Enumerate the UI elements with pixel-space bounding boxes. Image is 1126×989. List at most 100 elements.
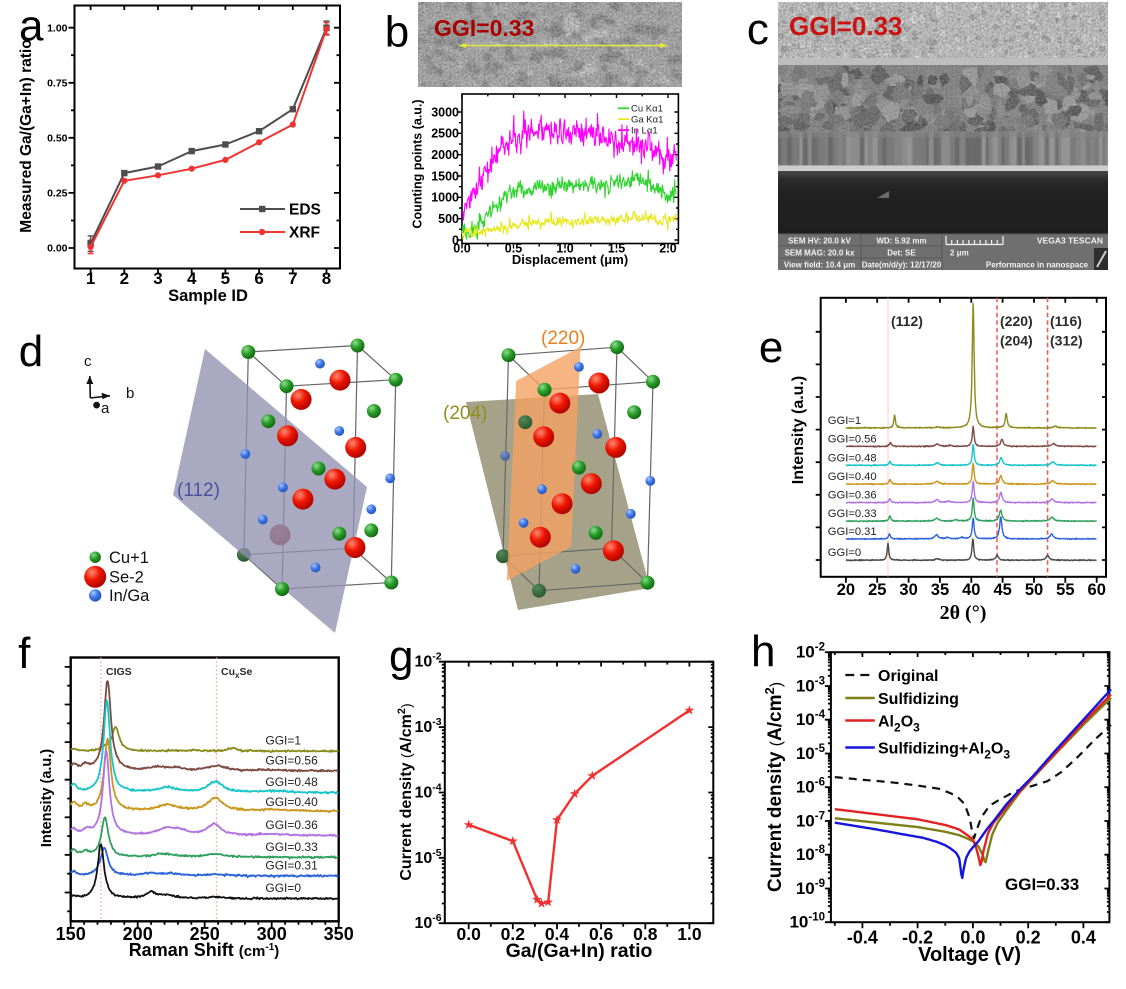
svg-text:(116): (116): [1050, 313, 1082, 329]
svg-text:0.00: 0.00: [47, 243, 68, 255]
svg-text:GGI=0.33: GGI=0.33: [789, 11, 902, 41]
svg-text:GGI=0.33: GGI=0.33: [828, 508, 877, 520]
svg-text:In Lα1: In Lα1: [631, 125, 658, 136]
svg-text:8: 8: [322, 269, 331, 288]
svg-text:VEGA3 TESCAN: VEGA3 TESCAN: [1037, 236, 1103, 246]
svg-text:2 μm: 2 μm: [950, 249, 969, 258]
svg-text:Current density (A/cm2): Current density (A/cm2): [762, 682, 786, 892]
svg-text:-0.2: -0.2: [902, 927, 933, 947]
svg-text:EDS: EDS: [289, 202, 321, 219]
svg-text:1.0: 1.0: [677, 924, 702, 944]
svg-text:Cu Kα1: Cu Kα1: [631, 104, 663, 115]
svg-text:c: c: [84, 353, 92, 370]
svg-text:0.75: 0.75: [47, 77, 68, 89]
svg-text:3: 3: [153, 269, 162, 288]
svg-text:GGI=0.40: GGI=0.40: [828, 471, 877, 483]
svg-text:0.6: 0.6: [589, 924, 614, 944]
svg-text:Date(m/d/y): 12/17/20: Date(m/d/y): 12/17/20: [862, 261, 942, 270]
svg-text:e: e: [759, 323, 783, 372]
svg-text:5: 5: [221, 269, 230, 288]
svg-text:25: 25: [868, 581, 886, 599]
svg-text:150: 150: [56, 924, 86, 944]
svg-text:35: 35: [931, 581, 949, 599]
svg-text:7: 7: [288, 269, 297, 288]
svg-text:Raman Shift (cm-1): Raman Shift (cm-1): [129, 940, 280, 960]
svg-text:350: 350: [324, 924, 354, 944]
svg-text:Det: SE: Det: SE: [887, 249, 916, 258]
svg-text:1.0: 1.0: [556, 242, 573, 256]
svg-text:Ga/(Ga+In) ratio: Ga/(Ga+In) ratio: [506, 940, 653, 962]
svg-text:0.8: 0.8: [633, 924, 658, 944]
svg-text:4: 4: [187, 269, 197, 288]
svg-text:Sulfidizing+Al2O3: Sulfidizing+Al2O3: [878, 741, 1010, 762]
svg-text:GGI=0.56: GGI=0.56: [828, 433, 877, 445]
svg-text:500: 500: [438, 212, 459, 226]
svg-text:GGI=0.31: GGI=0.31: [265, 859, 318, 873]
svg-text:250: 250: [190, 924, 220, 944]
svg-text:Sulfidizing: Sulfidizing: [878, 691, 959, 708]
svg-text:0.50: 0.50: [47, 133, 68, 145]
svg-text:f: f: [18, 629, 31, 678]
svg-text:1: 1: [86, 269, 95, 288]
svg-text:45: 45: [993, 581, 1011, 599]
svg-text:2: 2: [120, 269, 129, 288]
svg-text:SEM MAG: 20.0 kx: SEM MAG: 20.0 kx: [785, 249, 855, 258]
svg-text:GGI=0.56: GGI=0.56: [265, 754, 318, 768]
svg-text:0.2: 0.2: [1016, 927, 1041, 947]
svg-text:Al2O3: Al2O3: [878, 714, 920, 735]
svg-text:d: d: [19, 327, 43, 376]
svg-text:40: 40: [962, 581, 980, 599]
svg-text:WD: 5.92 mm: WD: 5.92 mm: [876, 237, 926, 246]
svg-text:Performance in nanospace: Performance in nanospace: [986, 261, 1089, 270]
svg-text:Counting points (a.u.): Counting points (a.u.): [411, 99, 425, 228]
svg-text:GGI=0.40: GGI=0.40: [265, 795, 318, 809]
svg-text:Se-2: Se-2: [109, 569, 144, 587]
svg-text:2000: 2000: [431, 148, 459, 162]
svg-text:b: b: [126, 385, 134, 402]
svg-text:50: 50: [1025, 581, 1043, 599]
svg-text:2500: 2500: [431, 127, 459, 141]
svg-text:GGI=0.36: GGI=0.36: [265, 818, 318, 832]
svg-text:300: 300: [257, 924, 287, 944]
svg-text:Current density (A/cm2): Current density (A/cm2): [396, 703, 415, 880]
svg-text:1.00: 1.00: [47, 22, 68, 34]
svg-text:h: h: [751, 627, 775, 676]
svg-text:Sample ID: Sample ID: [168, 287, 248, 305]
svg-text:(204): (204): [443, 403, 487, 424]
svg-text:6: 6: [254, 269, 263, 288]
svg-text:2θ (°): 2θ (°): [940, 602, 987, 624]
svg-text:1500: 1500: [431, 169, 459, 183]
svg-text:b: b: [385, 8, 409, 57]
svg-text:GGI=0.48: GGI=0.48: [828, 452, 877, 464]
svg-text:(112): (112): [891, 313, 923, 329]
svg-text:Intensity (a.u.): Intensity (a.u.): [39, 749, 55, 847]
svg-text:200: 200: [123, 924, 153, 944]
svg-text:XRF: XRF: [289, 225, 320, 242]
svg-text:GGI=0.33: GGI=0.33: [265, 840, 318, 854]
svg-text:GGI=0.48: GGI=0.48: [265, 775, 318, 789]
svg-text:55: 55: [1056, 581, 1074, 599]
svg-text:Voltage (V): Voltage (V): [918, 944, 1021, 966]
svg-text:0.4: 0.4: [1071, 927, 1096, 947]
svg-text:(220): (220): [1000, 313, 1033, 329]
svg-text:1.5: 1.5: [608, 242, 625, 256]
svg-text:0.0: 0.0: [453, 242, 470, 256]
svg-text:(204): (204): [1000, 333, 1033, 349]
svg-text:CuxSe: CuxSe: [221, 666, 252, 680]
svg-text:60: 60: [1088, 581, 1106, 599]
svg-text:Intensity (a.u.): Intensity (a.u.): [790, 376, 807, 484]
svg-text:GGI=0: GGI=0: [828, 547, 861, 559]
svg-text:g: g: [389, 632, 413, 681]
svg-text:a: a: [19, 1, 44, 50]
svg-text:GGI=1: GGI=1: [265, 734, 301, 748]
svg-text:20: 20: [837, 581, 855, 599]
svg-text:2.0: 2.0: [659, 242, 676, 256]
svg-text:0.25: 0.25: [47, 188, 68, 200]
svg-text:(312): (312): [1050, 333, 1083, 349]
svg-text:GGI=0.33: GGI=0.33: [1005, 875, 1079, 894]
svg-text:(220): (220): [541, 328, 585, 349]
svg-text:0.0: 0.0: [457, 924, 482, 944]
svg-text:GGI=0.36: GGI=0.36: [828, 490, 877, 502]
svg-text:GGI=1: GGI=1: [828, 415, 861, 427]
svg-text:Ga Kα1: Ga Kα1: [631, 114, 663, 125]
